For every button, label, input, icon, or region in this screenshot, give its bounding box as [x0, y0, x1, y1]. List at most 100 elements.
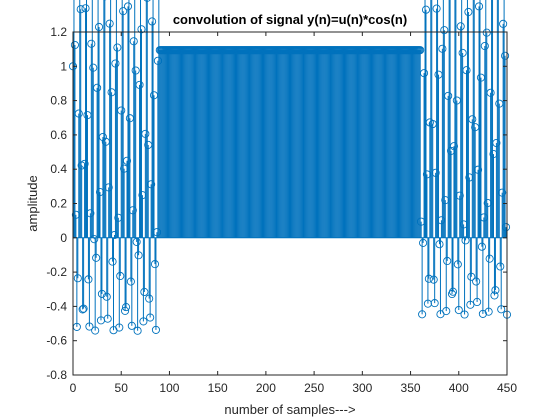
stem-marker	[489, 150, 498, 159]
stem-marker	[83, 111, 92, 120]
stem-marker	[104, 183, 113, 192]
stem-marker	[121, 306, 130, 315]
stem-marker	[132, 237, 141, 246]
stem-marker	[134, 251, 143, 260]
x-tick-label: 150	[208, 381, 228, 395]
stem-marker	[151, 325, 160, 334]
stem-marker	[137, 25, 146, 34]
stem-marker	[125, 114, 134, 123]
stem-marker	[430, 299, 439, 308]
stem-marker	[93, 83, 102, 92]
stem-marker	[447, 146, 456, 155]
stem-marker	[422, 170, 432, 179]
stem-marker	[110, 230, 119, 240]
stem-marker	[144, 140, 153, 149]
stem-marker	[449, 142, 459, 151]
stem-marker	[98, 132, 107, 142]
stem-marker	[73, 274, 82, 283]
y-tick-label: 0.2	[50, 197, 67, 211]
stem-marker	[117, 106, 126, 115]
stem-marker	[478, 309, 487, 318]
stem-marker	[78, 305, 87, 314]
stem-marker	[444, 91, 453, 100]
stem-marker	[484, 307, 493, 316]
stem-marker	[107, 88, 116, 97]
stem-marker	[465, 173, 474, 182]
stem-marker	[108, 257, 117, 266]
stem-marker	[492, 138, 501, 148]
x-tick-label: 0	[70, 381, 77, 395]
stem-marker	[421, 5, 431, 14]
y-axis-ticks: -0.8 -0.6 -0.4 -0.2 0 0.2 0.4 0.6 0.8 1 1.2	[46, 25, 507, 382]
stem-marker	[472, 277, 481, 286]
stem-marker	[76, 5, 85, 14]
stem-marker	[479, 213, 488, 222]
stem-marker	[466, 300, 475, 309]
stem-marker	[441, 196, 450, 205]
stem-marker	[114, 213, 123, 222]
stem-marker	[126, 277, 135, 286]
stem-marker	[135, 80, 144, 89]
stem-marker	[138, 191, 147, 200]
stem-marker	[471, 123, 480, 132]
stem-marker	[123, 2, 133, 11]
stem-marker	[491, 286, 500, 295]
x-tick-label: 300	[352, 381, 372, 395]
stem-marker	[467, 272, 476, 281]
stem-marker	[416, 46, 425, 55]
stem-marker	[70, 40, 79, 50]
stem-marker	[91, 326, 100, 335]
stem-marker	[420, 69, 429, 78]
stem-marker	[431, 168, 440, 177]
stem-marker	[139, 317, 148, 326]
stem-marker	[448, 287, 458, 296]
stem-marker	[95, 188, 105, 197]
x-axis-ticks: 0 50 100 150 200 250 300 350 400 450	[70, 32, 517, 395]
x-tick-label: 100	[159, 381, 179, 395]
stem-marker	[74, 109, 83, 118]
stem-marker	[454, 305, 463, 315]
stem-marker	[468, 115, 477, 124]
stem-marker	[452, 96, 461, 105]
stem-marker	[474, 2, 484, 11]
stem-marker	[92, 253, 101, 262]
y-tick-label: 0.6	[50, 128, 67, 142]
stem-marker	[89, 63, 98, 72]
stem-markers	[68, 0, 512, 335]
stem-marker	[437, 216, 446, 225]
stem-marker	[417, 217, 426, 226]
stem-marker	[496, 262, 505, 271]
stem-marker	[131, 66, 140, 75]
stem-marker	[434, 70, 443, 79]
stem-marker	[105, 19, 114, 28]
stem-marker	[94, 22, 104, 32]
stem-marker	[424, 274, 433, 283]
stem-marker	[97, 289, 106, 298]
stem-series	[72, 0, 508, 331]
stem-marker	[115, 323, 124, 332]
stem-marker	[101, 137, 110, 146]
stem-marker	[485, 254, 494, 263]
stem-marker	[102, 292, 111, 301]
y-axis-label: amplitude	[25, 175, 40, 231]
y-tick-label: -0.6	[46, 334, 67, 348]
stem-marker	[133, 326, 142, 335]
y-tick-label: 0.8	[50, 94, 67, 108]
stem-marker	[129, 37, 138, 46]
stem-marker	[148, 17, 157, 26]
stem-marker	[103, 314, 112, 323]
stem-marker	[122, 156, 132, 165]
stem-marker	[432, 4, 441, 13]
stem-marker	[482, 28, 491, 37]
stem-marker	[483, 199, 492, 208]
stem-marker	[456, 22, 465, 31]
stem-marker	[127, 321, 136, 330]
y-tick-label: -0.8	[46, 368, 67, 382]
stem-marker	[141, 129, 150, 138]
stem-marker	[442, 307, 451, 316]
stem-marker	[480, 41, 489, 51]
x-tick-label: 450	[497, 381, 517, 395]
y-tick-label: -0.2	[46, 265, 67, 279]
stem-marker	[113, 43, 122, 52]
stem-marker	[140, 287, 149, 297]
